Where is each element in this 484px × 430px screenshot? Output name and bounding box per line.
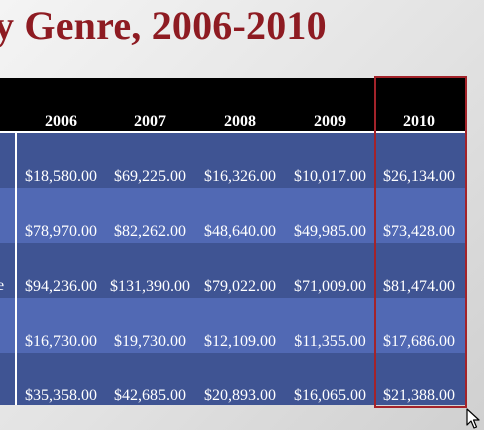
table-cell[interactable]: $17,686.00: [383, 333, 455, 350]
table-row: [0, 188, 465, 243]
column-header-2006[interactable]: 2006: [45, 113, 77, 130]
table-cell[interactable]: $73,428.00: [383, 223, 455, 240]
table-cell[interactable]: $12,109.00: [204, 333, 276, 350]
column-header-2007[interactable]: 2007: [134, 113, 166, 130]
table-cell[interactable]: $79,022.00: [204, 278, 276, 295]
table-cell[interactable]: $11,355.00: [294, 333, 366, 350]
column-header-2010[interactable]: 2010: [403, 113, 435, 130]
table-cell[interactable]: $131,390.00: [110, 278, 190, 295]
table-cell[interactable]: $20,893.00: [204, 387, 276, 404]
table-row: [0, 243, 465, 298]
table-cell[interactable]: $21,388.00: [383, 387, 455, 404]
selected-column-outline[interactable]: [374, 76, 467, 408]
table-cell[interactable]: $71,009.00: [294, 278, 366, 295]
table-cell[interactable]: $49,985.00: [294, 223, 366, 240]
column-header-2008[interactable]: 2008: [224, 113, 256, 130]
stub-column-divider: [15, 133, 17, 405]
table-cell[interactable]: $26,134.00: [383, 168, 455, 185]
table-cell[interactable]: $78,970.00: [25, 223, 97, 240]
table-header-row: [0, 78, 465, 132]
table-row: [0, 353, 465, 405]
row-label-fragment[interactable]: e: [0, 277, 5, 294]
table-cell[interactable]: $16,730.00: [25, 333, 97, 350]
table-cell[interactable]: $48,640.00: [204, 223, 276, 240]
table-cell[interactable]: $16,065.00: [294, 387, 366, 404]
table-cell[interactable]: $16,326.00: [204, 168, 276, 185]
table-cell[interactable]: $19,730.00: [114, 333, 186, 350]
arrow-pointer-icon: [466, 408, 480, 429]
table-row: [0, 298, 465, 353]
column-header-2009[interactable]: 2009: [314, 113, 346, 130]
slide-title: y Genre, 2006-2010: [0, 3, 327, 48]
table-cell[interactable]: $81,474.00: [383, 278, 455, 295]
table-cell[interactable]: $10,017.00: [294, 168, 366, 185]
table-cell[interactable]: $69,225.00: [114, 168, 186, 185]
table-cell[interactable]: $94,236.00: [25, 278, 97, 295]
table-cell[interactable]: $42,685.00: [114, 387, 186, 404]
table-cell[interactable]: $82,262.00: [114, 223, 186, 240]
header-divider: [0, 131, 465, 133]
table-cell[interactable]: $18,580.00: [25, 168, 97, 185]
table-cell[interactable]: $35,358.00: [25, 387, 97, 404]
table-row: [0, 133, 465, 188]
